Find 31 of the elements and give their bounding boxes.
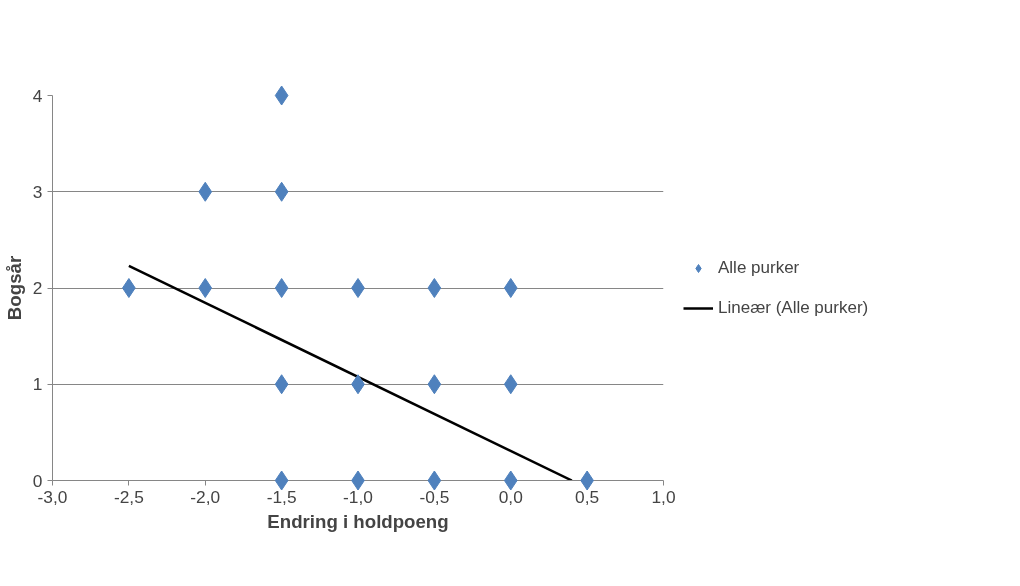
x-tick-label: 1,0	[651, 486, 676, 507]
point	[503, 470, 518, 491]
point	[351, 278, 365, 298]
point	[503, 278, 518, 298]
point	[198, 181, 213, 202]
point	[274, 374, 289, 395]
x-tick-label: -2,0	[190, 486, 221, 507]
point	[274, 278, 289, 298]
y-tick-label: 2	[32, 278, 43, 298]
point	[198, 278, 213, 298]
point	[427, 374, 442, 395]
point	[122, 278, 136, 298]
x-tick-label: -1,0	[343, 486, 373, 507]
point	[427, 470, 442, 491]
point	[274, 470, 289, 491]
x-tick-label: 0,5	[575, 486, 600, 507]
legend-label: Lineær (Alle purker)	[718, 297, 869, 318]
point	[274, 85, 289, 106]
y-tick-label: 1	[32, 374, 43, 395]
point	[503, 374, 518, 395]
y-axis-title: Bogsår	[3, 255, 25, 321]
y-tick-label: 4	[32, 85, 43, 106]
x-tick-label: -2,5	[113, 486, 144, 507]
y-tick-label: 3	[32, 181, 43, 202]
x-axis-title: Endring i holdpoeng	[267, 510, 449, 532]
x-tick-label: 0,0	[498, 486, 523, 507]
point	[274, 181, 289, 202]
legend-label: Alle purker	[718, 257, 800, 278]
x-tick-label: -0,5	[419, 486, 450, 507]
x-tick-label: -1,5	[266, 486, 297, 507]
point	[427, 278, 442, 298]
